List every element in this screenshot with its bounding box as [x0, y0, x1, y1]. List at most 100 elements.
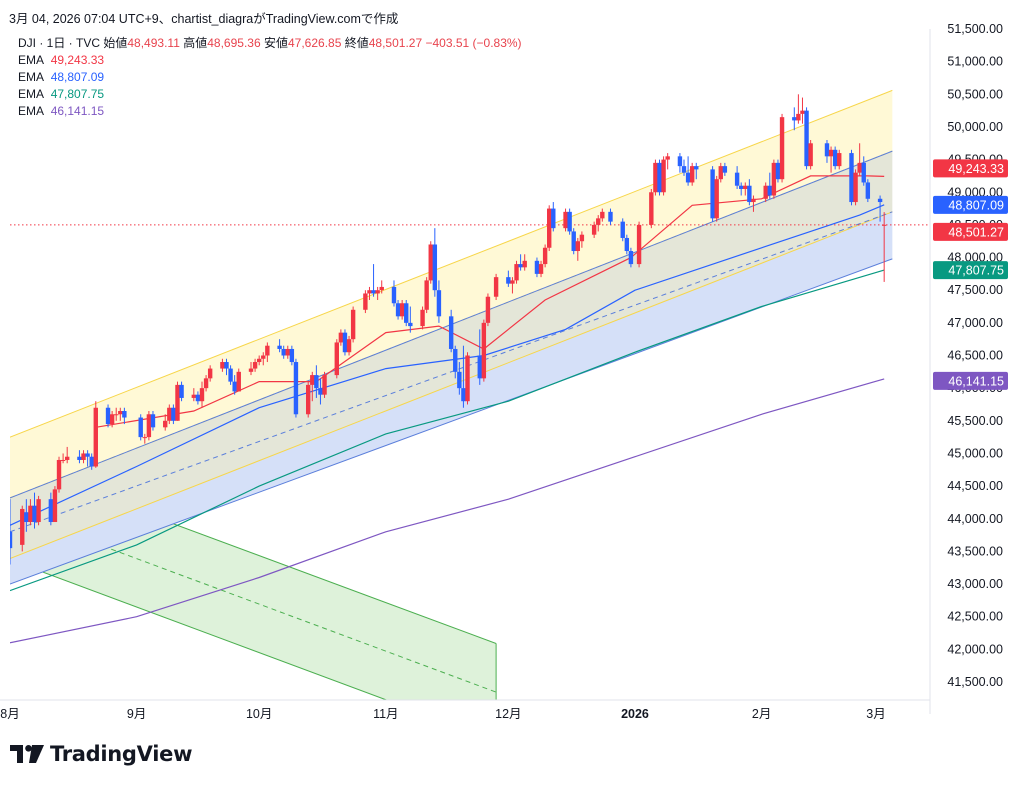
candle-body [28, 505, 33, 523]
candle-body [395, 303, 401, 317]
candle-body [289, 348, 295, 363]
candle-body [796, 113, 801, 121]
candle-body [681, 166, 687, 173]
candle-body [338, 332, 344, 343]
price-badge: 49,243.33 [948, 162, 1004, 176]
candle-body [714, 179, 719, 219]
change-value: −403.51 (−0.83%) [425, 36, 522, 50]
candle-body [571, 231, 576, 252]
down-channel-lower-line [10, 559, 388, 700]
candle-body [775, 162, 781, 180]
candle-body [837, 153, 842, 167]
ema-label: EMA [18, 70, 45, 84]
tradingview-logo[interactable]: TradingView [10, 742, 192, 766]
ema-row-1[interactable]: EMA 49,243.33 [18, 52, 522, 69]
candle-body [636, 224, 642, 265]
candle-body [60, 459, 66, 461]
y-tick-label: 50,000.00 [947, 120, 1003, 134]
candle-body [142, 437, 148, 439]
candle-body [114, 414, 119, 416]
candle-body [252, 362, 258, 369]
candle-body [542, 247, 548, 265]
open-label: 始値 [103, 36, 128, 50]
up-channel-mid-fill [10, 151, 893, 559]
ema-row-2[interactable]: EMA 48,807.09 [18, 69, 522, 86]
candle-body [481, 322, 487, 379]
candle-body [85, 453, 90, 457]
ema-row-3[interactable]: EMA 47,807.75 [18, 86, 522, 103]
candle-body [853, 172, 858, 203]
candle-body [477, 355, 482, 379]
candle-body [379, 286, 384, 291]
candle-body [832, 149, 838, 167]
x-tick-label: 2026 [621, 707, 649, 721]
price-badge: 48,807.09 [948, 198, 1004, 212]
candle-body [367, 290, 372, 294]
candle-body [596, 218, 601, 225]
candle-body [751, 198, 756, 203]
close-label: 終値 [344, 36, 369, 50]
candle-body [518, 264, 523, 268]
candle-body [228, 368, 233, 382]
candle-body [624, 237, 630, 252]
ema-value: 47,807.75 [50, 87, 105, 101]
y-tick-label: 43,500.00 [947, 544, 1003, 558]
ema-value: 46,141.15 [50, 104, 105, 118]
candle-body [861, 162, 866, 183]
candle-body [146, 414, 152, 438]
candle-body [265, 345, 270, 356]
candle-body [171, 407, 176, 421]
ema-label: EMA [18, 104, 45, 118]
up-channel-blue-lower-line [10, 258, 893, 585]
candle-body [150, 414, 156, 428]
candle-body [191, 394, 197, 398]
candle-body [220, 362, 225, 369]
candle-body [420, 309, 425, 327]
candle-body [591, 224, 597, 235]
high-label: 高値 [183, 36, 208, 50]
candle-body [32, 505, 37, 523]
candle-body [448, 316, 454, 349]
y-tick-label: 45,500.00 [947, 414, 1003, 428]
candle-body [261, 355, 266, 359]
ema-line-1 [95, 175, 885, 428]
candle-body [163, 420, 168, 428]
candle-body [293, 362, 299, 415]
low-value: 47,626.85 [287, 36, 342, 50]
candle-body [747, 185, 752, 203]
candle-body [224, 362, 229, 369]
candle-body [285, 348, 290, 356]
ema-row-4[interactable]: EMA 46,141.15 [18, 103, 522, 120]
candle-body [461, 388, 466, 402]
candle-body [399, 303, 405, 317]
candle-body [122, 411, 127, 418]
candle-body [281, 348, 286, 356]
candle-body [734, 172, 740, 186]
x-tick-label: 3月 [866, 707, 885, 721]
candle-body [207, 368, 213, 379]
candle-body [195, 394, 201, 402]
symbol-label[interactable]: DJI · 1日 · TVC [18, 36, 101, 50]
candle-body [318, 388, 323, 395]
ohlc-row: DJI · 1日 · TVC 始値48,493.11 高値48,695.36 安… [18, 35, 522, 52]
up-channel-yellow-lower-line [10, 211, 893, 560]
price-badge: 48,501.27 [948, 225, 1004, 239]
candle-body [485, 296, 491, 323]
y-tick-label: 51,500.00 [947, 22, 1003, 36]
candle-body [677, 156, 683, 167]
candle-body [24, 512, 29, 523]
candle-body [310, 375, 315, 385]
y-tick-label: 45,000.00 [947, 446, 1003, 460]
candle-body [167, 407, 172, 421]
up-channel-top-fill [10, 90, 893, 498]
candle-body [465, 355, 470, 402]
legend: DJI · 1日 · TVC 始値48,493.11 高値48,695.36 安… [18, 35, 522, 120]
candle-body [575, 241, 581, 252]
open-value: 48,493.11 [127, 36, 180, 50]
candle-body [534, 260, 540, 274]
candle-body [710, 169, 715, 219]
y-tick-label: 44,000.00 [947, 512, 1003, 526]
price-badge: 47,807.75 [948, 264, 1004, 278]
y-tick-label: 50,500.00 [947, 87, 1003, 101]
